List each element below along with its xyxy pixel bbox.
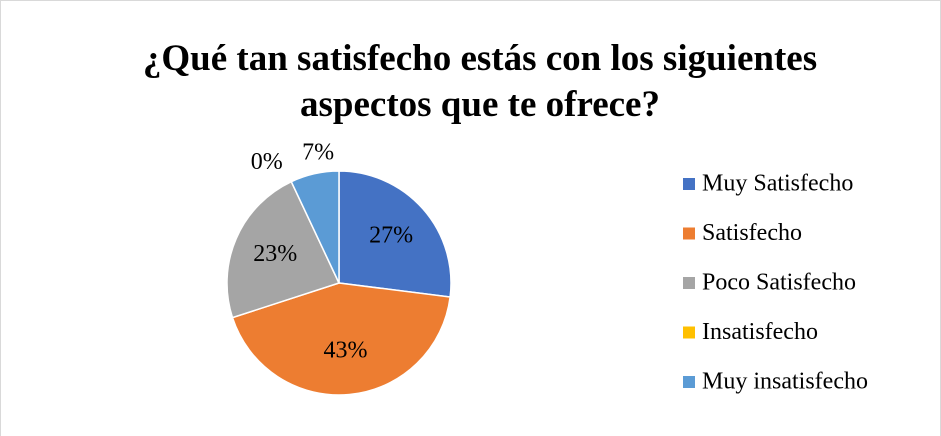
data-label: 43% xyxy=(324,338,368,364)
pie-slice xyxy=(338,170,452,298)
data-label: 7% xyxy=(302,140,334,166)
pie-slice xyxy=(290,170,340,284)
pie-slice xyxy=(226,180,341,319)
legend-swatch xyxy=(683,277,695,289)
chart-title: ¿Qué tan satisfecho estás con los siguie… xyxy=(142,38,818,125)
pie-slice xyxy=(231,282,451,396)
legend-swatch xyxy=(683,326,695,339)
data-label: 0% xyxy=(251,149,283,175)
data-label: 27% xyxy=(369,223,413,249)
legend-swatch xyxy=(683,227,695,240)
data-label: 23% xyxy=(253,241,297,267)
legend-label: Muy Satisfecho xyxy=(702,171,853,197)
legend-swatch xyxy=(683,178,695,190)
legend-label: Insatisfecho xyxy=(702,319,818,345)
legend-swatch xyxy=(683,376,695,388)
legend-label: Poco Satisfecho xyxy=(702,270,856,296)
legend-label: Muy insatisfecho xyxy=(702,369,868,395)
legend-label: Satisfecho xyxy=(702,220,802,246)
